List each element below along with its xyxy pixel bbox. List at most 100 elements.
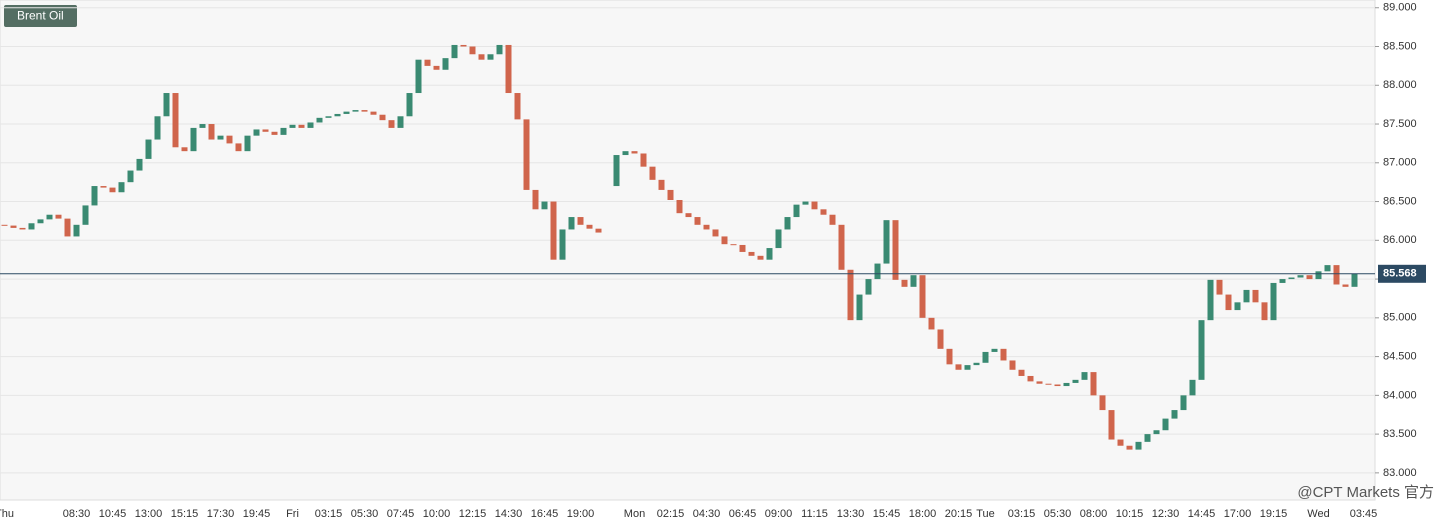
x-tick-label: 12:30 (1152, 508, 1180, 520)
candle (712, 229, 719, 237)
y-tick-label: 83.000 (1383, 467, 1417, 479)
candle (721, 236, 728, 245)
candle (352, 110, 359, 112)
candle (1000, 348, 1007, 361)
candle (343, 111, 350, 114)
candle (1351, 273, 1358, 287)
x-tick-label: 03:15 (1008, 508, 1036, 520)
candle (1054, 384, 1061, 387)
candle (46, 214, 53, 220)
candle (289, 124, 296, 128)
y-tick-label: 88.000 (1383, 79, 1417, 91)
candle (991, 348, 998, 352)
x-tick-label: 03:15 (315, 508, 343, 520)
candle (865, 279, 872, 295)
candle (838, 224, 845, 270)
y-tick-label: 83.500 (1383, 428, 1417, 440)
candle (766, 248, 773, 260)
x-tick-label: 19:45 (243, 508, 271, 520)
candle (694, 217, 701, 225)
candle (964, 365, 971, 370)
candle (676, 200, 683, 214)
candle (901, 279, 908, 287)
candle (559, 229, 566, 260)
candle (523, 119, 530, 190)
x-tick-label: 08:30 (63, 508, 91, 520)
candle (937, 329, 944, 349)
y-tick-label: 87.500 (1383, 118, 1417, 130)
x-tick-label: 16:45 (531, 508, 559, 520)
y-tick-label: 84.500 (1383, 350, 1417, 362)
candle (235, 143, 242, 152)
x-tick-label: 17:00 (1224, 508, 1252, 520)
y-tick-label: 84.000 (1383, 389, 1417, 401)
candle (64, 218, 71, 237)
candle (1279, 279, 1286, 283)
candle (244, 135, 251, 152)
candle (298, 124, 305, 128)
candle (1135, 441, 1142, 450)
candle (181, 147, 188, 152)
title-badge (4, 5, 77, 27)
candle (703, 224, 710, 230)
candle (1144, 434, 1151, 442)
candle (802, 201, 809, 205)
candle (829, 214, 836, 225)
x-tick-label: 08:00 (1080, 508, 1108, 520)
candle (514, 93, 521, 120)
x-tick-label: 18:00 (909, 508, 937, 520)
x-tick-label: 14:30 (495, 508, 523, 520)
chart-title: Brent Oil (17, 9, 64, 23)
candle (496, 44, 503, 55)
candle (226, 135, 233, 144)
candle (91, 186, 98, 206)
y-tick-label: 87.000 (1383, 157, 1417, 169)
candle (379, 114, 386, 121)
candle (658, 179, 665, 190)
candle (793, 204, 800, 218)
candle (325, 116, 332, 118)
candle (586, 224, 593, 229)
candle (100, 186, 107, 188)
watermark: @CPT Markets 官方 (1297, 484, 1434, 501)
candle (1, 224, 8, 226)
candle (1045, 383, 1052, 385)
x-tick-label: 03:45 (1350, 508, 1378, 520)
y-tick-label: 89.000 (1383, 2, 1417, 14)
candle (334, 113, 341, 117)
candle (1216, 279, 1223, 295)
x-tick-label: 02:15 (657, 508, 685, 520)
candle (541, 201, 548, 210)
candle (1009, 360, 1016, 370)
x-tick-label: 19:15 (1260, 508, 1288, 520)
candle (1342, 284, 1349, 287)
candle (280, 127, 287, 135)
y-tick-label: 85.000 (1383, 312, 1417, 324)
candle (811, 201, 818, 210)
candle (892, 220, 899, 280)
x-tick-label: 12:15 (459, 508, 487, 520)
candle (757, 255, 764, 260)
x-tick-label: 19:00 (567, 508, 595, 520)
candle (1243, 289, 1250, 303)
candle (577, 217, 584, 225)
candle (82, 205, 89, 225)
candle (406, 93, 413, 117)
candle (532, 189, 539, 210)
x-tick-label: 17:30 (207, 508, 235, 520)
candle (424, 59, 431, 66)
candle (127, 170, 134, 183)
candle (883, 220, 890, 264)
x-tick-label: 06:45 (729, 508, 757, 520)
plot-area (0, 0, 1376, 501)
candle (1333, 265, 1340, 285)
candle (1306, 275, 1313, 280)
candle (19, 227, 26, 230)
candle (451, 44, 458, 59)
candle (172, 93, 179, 148)
candle (1288, 277, 1295, 280)
candle (10, 225, 17, 228)
candle (784, 217, 791, 230)
candle (442, 58, 449, 70)
x-tick-label: 13:30 (837, 508, 865, 520)
